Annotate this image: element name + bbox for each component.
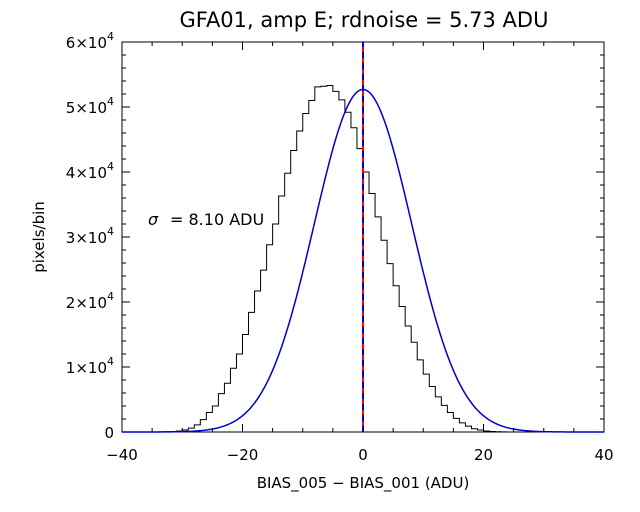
y-tick-label: 6×104 [66,30,114,52]
y-tick-label: 1×104 [66,355,114,377]
sigma-annotation: σ = 8.10 ADU [148,210,264,229]
x-axis-ticks: −40 −20 0 20 40 [106,42,614,464]
y-tick-label: 3×104 [66,225,114,247]
chart-title: GFA01, amp E; rdnoise = 5.73 ADU [180,8,549,32]
y-tick-label: 5×104 [66,95,114,117]
y-tick-label: 2×104 [66,290,114,312]
x-tick-label: −20 [227,446,259,464]
y-axis-ticks: 0 1×104 2×104 3×104 4×104 5×104 6×104 [66,30,604,442]
x-tick-label: −40 [106,446,138,464]
y-axis-label: pixels/bin [30,201,48,273]
sigma-value: = 8.10 ADU [170,210,264,229]
x-axis-label: BIAS_005 − BIAS_001 (ADU) [257,474,470,493]
y-tick-label: 4×104 [66,160,114,182]
x-tick-label: 40 [594,446,613,464]
histogram-series [157,85,568,433]
histogram-bars [157,85,568,433]
sigma-symbol: σ [148,210,159,229]
x-tick-label: 0 [358,446,368,464]
x-tick-label: 20 [474,446,493,464]
y-tick-label: 0 [104,424,114,442]
